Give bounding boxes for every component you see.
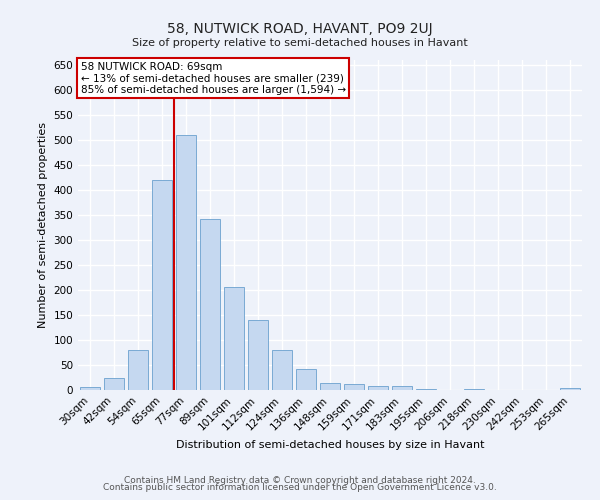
Bar (368, 386, 388, 390)
Bar (248, 320, 268, 390)
Bar (80, 387, 100, 390)
Bar (200, 218, 220, 390)
Bar (224, 286, 244, 390)
X-axis label: Distribution of semi-detached houses by size in Havant: Distribution of semi-detached houses by … (176, 440, 484, 450)
Y-axis label: Number of semi-detached properties: Number of semi-detached properties (38, 122, 48, 328)
Bar (464, 389, 484, 390)
Bar (152, 180, 172, 390)
Bar (272, 350, 292, 390)
Bar (320, 383, 340, 390)
Text: 58 NUTWICK ROAD: 69sqm
← 13% of semi-detached houses are smaller (239)
85% of se: 58 NUTWICK ROAD: 69sqm ← 13% of semi-det… (80, 62, 346, 95)
Bar (128, 350, 148, 390)
Bar (392, 386, 412, 390)
Text: 58, NUTWICK ROAD, HAVANT, PO9 2UJ: 58, NUTWICK ROAD, HAVANT, PO9 2UJ (167, 22, 433, 36)
Text: Contains HM Land Registry data © Crown copyright and database right 2024.: Contains HM Land Registry data © Crown c… (124, 476, 476, 485)
Bar (344, 384, 364, 390)
Bar (296, 369, 316, 390)
Text: Size of property relative to semi-detached houses in Havant: Size of property relative to semi-detach… (132, 38, 468, 48)
Bar (176, 135, 196, 390)
Bar (104, 378, 124, 390)
Text: Contains public sector information licensed under the Open Government Licence v3: Contains public sector information licen… (103, 484, 497, 492)
Bar (416, 389, 436, 390)
Bar (560, 388, 580, 390)
